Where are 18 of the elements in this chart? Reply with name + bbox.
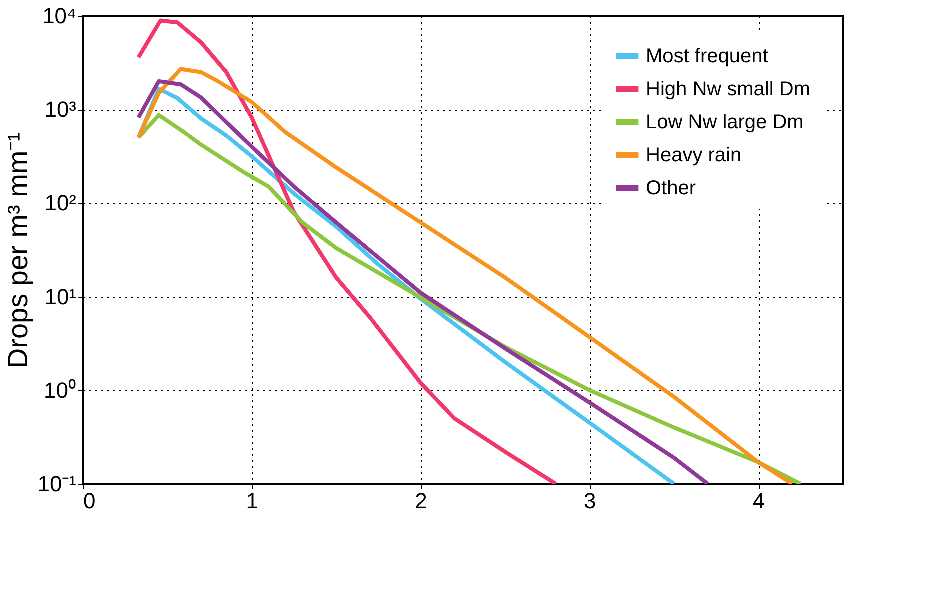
legend-label: Other xyxy=(646,178,696,200)
y-axis-title: Drops per m³ mm⁻¹ xyxy=(2,132,34,369)
x-tick-label: 3 xyxy=(584,488,596,514)
x-tick-label: 1 xyxy=(246,488,259,514)
legend-label: High Nw small Dm xyxy=(646,78,810,100)
x-tick-label: 0 xyxy=(84,488,96,514)
x-tick-label: 2 xyxy=(415,488,428,514)
y-tick-label: 10² xyxy=(44,190,76,216)
y-tick-label: 10¹ xyxy=(44,284,76,310)
y-tick-label: 10⁰ xyxy=(44,378,76,403)
y-tick-label: 10³ xyxy=(44,97,76,122)
x-tick-label: 4 xyxy=(752,488,766,514)
y-tick-label: 10⁻¹ xyxy=(38,472,76,496)
y-tick-label: 10⁴ xyxy=(42,4,76,28)
legend-label: Most frequent xyxy=(646,46,769,68)
legend-label: Heavy rain xyxy=(646,144,742,166)
legend-label: Low Nw large Dm xyxy=(646,112,804,134)
line-series xyxy=(136,18,558,484)
